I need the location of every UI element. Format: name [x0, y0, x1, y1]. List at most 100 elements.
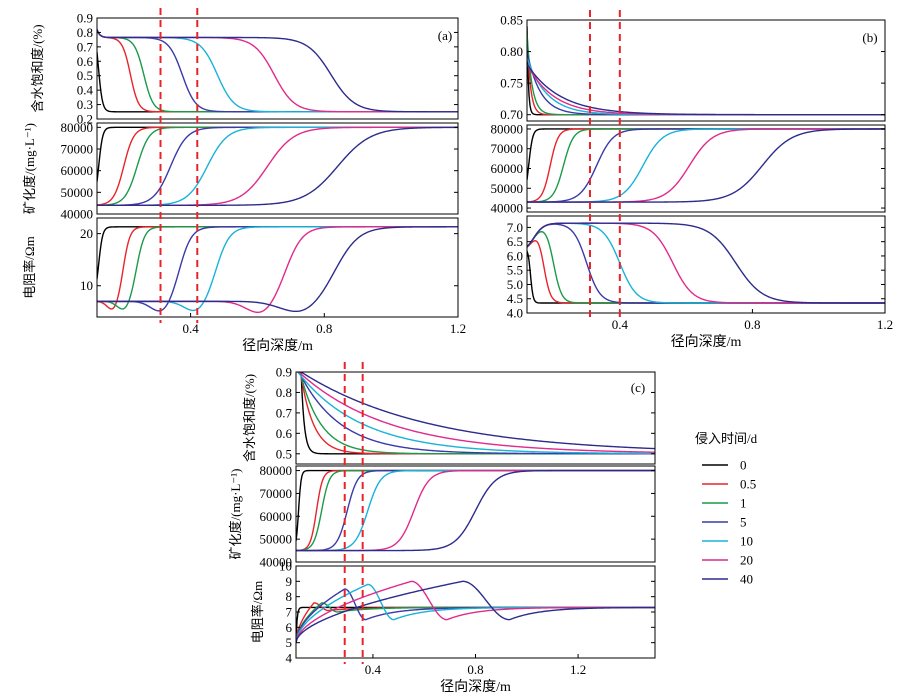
legend-title: 侵入时间/d — [695, 431, 758, 446]
series-line-1 — [97, 126, 458, 206]
x-axis-label: 径向深度/m — [440, 679, 511, 695]
series-line-10 — [97, 126, 458, 207]
panel-label: (b) — [862, 30, 877, 45]
subplot-frame — [526, 19, 886, 122]
series-line-40 — [97, 29, 458, 113]
series-line-1 — [527, 128, 885, 203]
subplot-2: 40000 50000 60000 70000 80000 矿化度/(mg·L⁻¹) — [22, 120, 459, 222]
series-line-5 — [296, 588, 655, 643]
y-tick-label: 6.0 — [507, 248, 523, 263]
series-line-5 — [527, 223, 885, 304]
series-line-40 — [97, 126, 458, 207]
series-line-5 — [97, 226, 458, 312]
x-tick-label: 0.4 — [612, 317, 629, 332]
y-tick-label: 5 — [286, 635, 293, 650]
series-group — [527, 128, 885, 203]
legend-label: 10 — [740, 534, 753, 549]
y-tick-label: 0.3 — [77, 97, 93, 112]
x-axis-label: 径向深度/m — [242, 338, 313, 354]
subplot-2: 40000 50000 60000 70000 80000 矿化度/(mg·L⁻¹) — [228, 463, 656, 570]
series-line-5 — [527, 128, 885, 203]
y-tick-label: 0.5 — [77, 68, 93, 83]
subplot-frame — [295, 371, 656, 465]
series-group — [97, 29, 458, 113]
y-tick-label: 0.6 — [77, 54, 94, 69]
y-tick-label: 4.5 — [507, 291, 523, 306]
series-line-20 — [296, 580, 655, 643]
y-tick-label: 0.5 — [276, 446, 292, 461]
y-tick-label: 60000 — [61, 163, 94, 178]
legend-label: 0.5 — [740, 477, 756, 492]
series-line-0_5 — [299, 372, 655, 455]
series-line-20 — [527, 63, 885, 116]
y-axis-label: 矿化度/(mg·L⁻¹) — [228, 469, 243, 560]
y-tick-label: 6.5 — [507, 234, 523, 249]
series-line-10 — [97, 226, 458, 312]
series-line-40 — [527, 63, 885, 116]
series-group — [527, 222, 885, 304]
y-tick-label: 40000 — [260, 555, 293, 570]
series-line-0_5 — [527, 128, 885, 203]
y-tick-label: 40000 — [491, 201, 524, 216]
series-line-20 — [527, 222, 885, 304]
series-line-20 — [97, 226, 458, 314]
y-axis-label: 电阻率/Ωm — [22, 236, 37, 298]
series-line-20 — [527, 128, 885, 203]
series-group — [97, 126, 458, 207]
legend-label: 40 — [740, 572, 753, 587]
y-tick-label: 5.0 — [507, 277, 523, 292]
series-line-0 — [97, 226, 458, 279]
series-line-0 — [300, 372, 655, 455]
y-tick-label: 7 — [286, 605, 293, 620]
y-axis-label: 含水饱和度/(%) — [242, 374, 257, 462]
series-line-20 — [97, 126, 458, 207]
y-axis-label: 矿化度/(mg·L⁻¹) — [22, 123, 37, 214]
panel-c: 0.5 0.6 0.7 0.8 0.9 含水饱和度/(%) 40000 50000 60000 7… — [228, 362, 656, 695]
series-line-40 — [296, 469, 655, 552]
y-tick-label: 50000 — [61, 185, 94, 200]
y-tick-label: 0.2 — [77, 112, 93, 127]
y-tick-label: 0.7 — [77, 39, 94, 54]
x-axis-label: 径向深度/m — [671, 334, 742, 350]
y-tick-label: 60000 — [491, 161, 524, 176]
x-tick-label: 0.8 — [744, 317, 760, 332]
series-line-5 — [298, 372, 655, 455]
y-tick-label: 0.9 — [276, 365, 292, 380]
series-line-20 — [297, 372, 655, 453]
series-line-40 — [296, 580, 655, 643]
series-line-0_5 — [97, 226, 458, 310]
subplot-frame — [96, 122, 459, 215]
x-tick-label: 0.8 — [467, 662, 483, 677]
legend-label: 1 — [740, 496, 747, 511]
legend-label: 20 — [740, 553, 753, 568]
x-tick-label: 0.4 — [182, 321, 199, 336]
y-tick-label: 20 — [80, 226, 93, 241]
subplot-frame — [526, 124, 886, 213]
series-line-0_5 — [527, 32, 885, 116]
legend-label: 5 — [740, 515, 747, 530]
legend-label: 0 — [740, 458, 747, 473]
subplot-1: 0.20.30.40.50.60.70.80.9 含水饱和度/(%) — [30, 11, 459, 127]
series-line-10 — [296, 372, 655, 455]
series-line-1 — [299, 372, 655, 455]
series-group — [527, 26, 885, 116]
y-tick-label: 0.6 — [276, 426, 293, 441]
y-tick-label: 80000 — [260, 463, 293, 478]
panel-a: 0.20.30.40.50.60.70.80.9含水饱和度/(%)4000050… — [22, 8, 466, 354]
series-group — [97, 226, 458, 314]
y-tick-label: 5.5 — [507, 263, 523, 278]
y-tick-label: 0.85 — [500, 13, 523, 28]
legend: 侵入时间/d 0 0.5 1 5 10 20 40 — [695, 431, 758, 587]
subplot-frame — [526, 215, 886, 314]
series-line-0 — [97, 126, 458, 182]
y-tick-label: 0.75 — [500, 76, 523, 91]
subplot-2: 40000 50000 60000 70000 80000 — [491, 121, 886, 216]
series-line-5 — [97, 126, 458, 207]
y-tick-label: 0.7 — [276, 405, 293, 420]
y-tick-label: 50000 — [491, 181, 524, 196]
y-tick-label: 6 — [286, 620, 293, 635]
series-line-10 — [527, 222, 885, 304]
subplot-1: 0.70 0.75 0.80 0.85 — [500, 13, 886, 122]
